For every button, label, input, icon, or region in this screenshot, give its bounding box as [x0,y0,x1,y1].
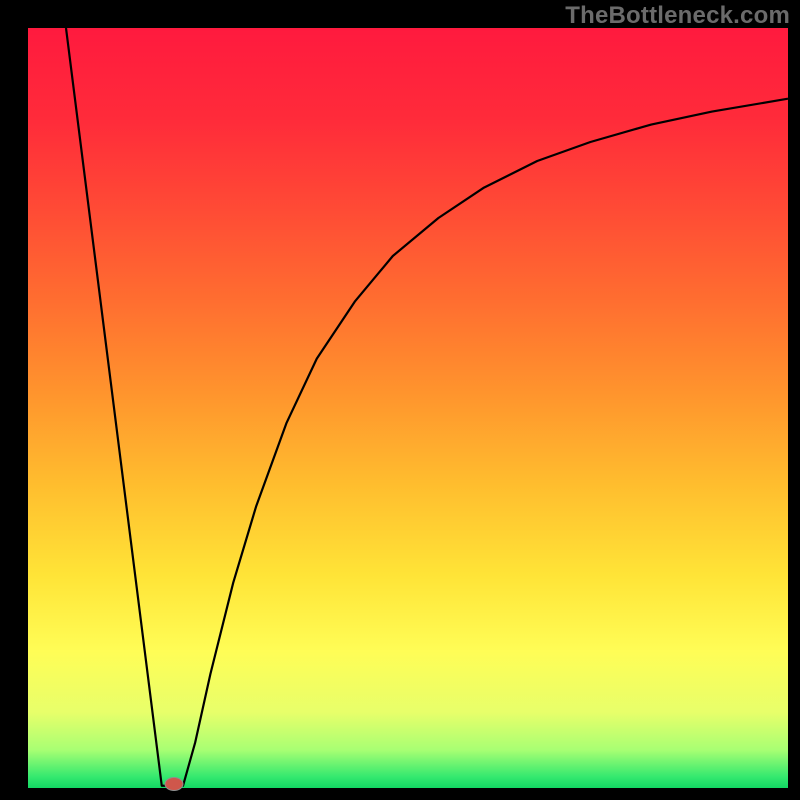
plot-area [28,28,788,788]
optimum-marker [164,777,183,791]
curve-layer [28,28,788,788]
watermark-text: TheBottleneck.com [565,2,790,30]
bottleneck-curve [66,28,788,786]
chart-frame: TheBottleneck.com [0,0,800,800]
